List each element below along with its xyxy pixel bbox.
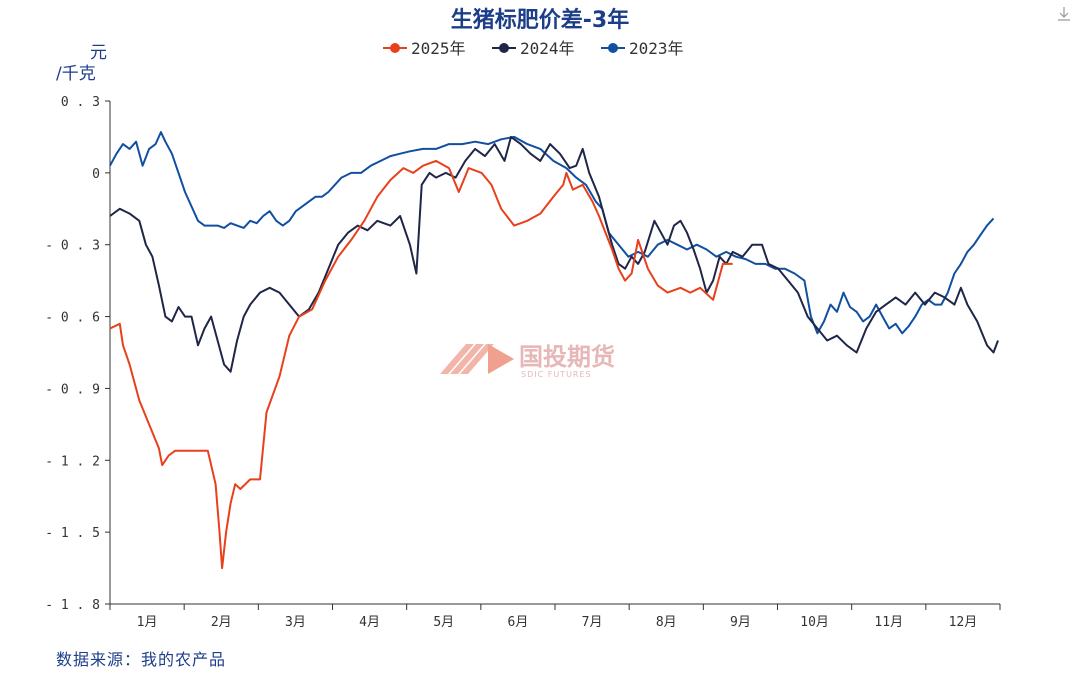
y-tick-label: 0 . 3 bbox=[61, 95, 100, 110]
download-button[interactable] bbox=[1056, 6, 1072, 26]
x-tick-label: 11月 bbox=[874, 615, 903, 630]
x-axis: 1月 2月 3月 4月 5月 6月 7月 8月 9月 10月 11月 12月 bbox=[109, 603, 1001, 630]
series-line-2023年 bbox=[109, 131, 995, 335]
x-tick-label: 9月 bbox=[730, 615, 751, 630]
y-unit-label-line2: /千克 bbox=[56, 64, 96, 84]
watermark-logo-icon bbox=[440, 344, 514, 374]
legend-swatch-marker bbox=[390, 43, 400, 53]
legend-swatch-marker bbox=[608, 43, 618, 53]
x-tick-label: 4月 bbox=[359, 615, 380, 630]
x-tick-label: 2月 bbox=[211, 615, 232, 630]
y-axis: 0 . 3 0 - 0 . 3 - 0 . 6 - 0 . 9 - 1 . 2 - 1 . … bbox=[45, 95, 111, 613]
download-icon bbox=[1058, 7, 1070, 21]
legend-label: 2023年 bbox=[629, 39, 684, 58]
y-tick-label: - 0 . 6 bbox=[45, 311, 100, 326]
x-tick-label: 5月 bbox=[433, 615, 454, 630]
series-lines bbox=[109, 131, 999, 570]
watermark: 国投期货 SDIC FUTURES bbox=[440, 343, 615, 379]
watermark-subtext: SDIC FUTURES bbox=[521, 370, 592, 379]
x-tick-label: 12月 bbox=[949, 615, 978, 630]
source-note: 数据来源：我的农产品 bbox=[56, 650, 227, 669]
y-tick-label: - 0 . 9 bbox=[45, 382, 100, 397]
x-tick-label: 10月 bbox=[800, 615, 829, 630]
legend: 2025年 2024年 2023年 bbox=[383, 39, 684, 58]
watermark-text: 国投期货 bbox=[519, 343, 615, 371]
chart-title: 生猪标肥价差-3年 bbox=[451, 7, 629, 33]
y-tick-label: - 0 . 3 bbox=[45, 239, 100, 254]
x-tick-label: 3月 bbox=[285, 615, 306, 630]
x-tick-label: 7月 bbox=[582, 615, 603, 630]
legend-swatch-marker bbox=[499, 43, 509, 53]
y-tick-label: 0 bbox=[92, 167, 100, 182]
x-tick-label: 6月 bbox=[508, 615, 529, 630]
series-line-2025年 bbox=[109, 159, 733, 570]
y-tick-label: - 1 . 8 bbox=[45, 598, 100, 613]
x-tick-label: 8月 bbox=[656, 615, 677, 630]
y-unit-label-line1: 元 bbox=[90, 43, 107, 63]
x-tick-label: 1月 bbox=[137, 615, 158, 630]
y-tick-label: - 1 . 2 bbox=[45, 454, 100, 469]
legend-label: 2025年 bbox=[411, 39, 466, 58]
legend-label: 2024年 bbox=[520, 39, 575, 58]
y-tick-label: - 1 . 5 bbox=[45, 526, 100, 541]
series-line-2024年 bbox=[109, 135, 999, 373]
